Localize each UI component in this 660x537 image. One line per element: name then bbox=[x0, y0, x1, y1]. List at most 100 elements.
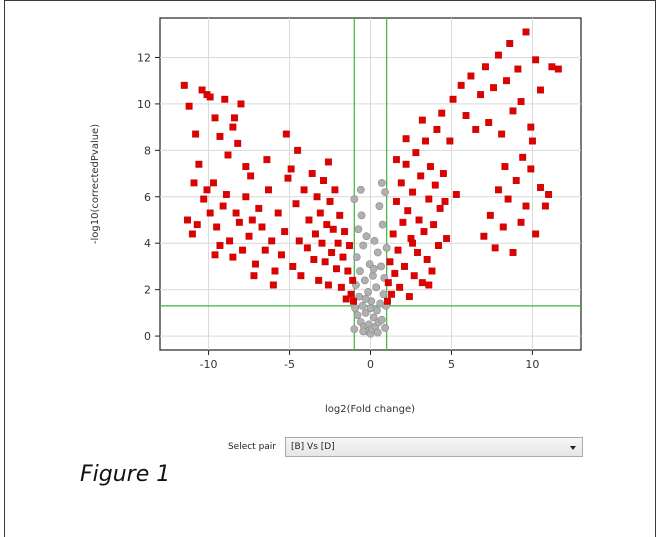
significant-point bbox=[193, 221, 201, 229]
significant-point bbox=[392, 197, 400, 205]
significant-point bbox=[213, 223, 221, 231]
significant-point bbox=[250, 272, 258, 280]
y-axis-label: -log10(correctedPvalue) bbox=[90, 124, 101, 244]
significant-point bbox=[274, 209, 282, 217]
x-tick-label: 10 bbox=[525, 358, 539, 371]
significant-point bbox=[537, 86, 544, 94]
significant-point bbox=[554, 65, 562, 73]
significant-point bbox=[409, 188, 417, 196]
nonsignificant-point bbox=[372, 283, 381, 292]
significant-point bbox=[195, 160, 203, 168]
significant-point bbox=[315, 276, 323, 284]
significant-point bbox=[346, 242, 353, 249]
significant-point bbox=[409, 239, 417, 247]
significant-point bbox=[289, 262, 297, 270]
significant-point bbox=[467, 72, 475, 80]
significant-point bbox=[323, 221, 331, 229]
significant-point bbox=[402, 160, 410, 168]
significant-point bbox=[501, 163, 509, 171]
nonsignificant-point bbox=[373, 328, 382, 337]
pair-select-dropdown[interactable]: [B] Vs [D] bbox=[285, 437, 583, 457]
significant-point bbox=[287, 165, 295, 173]
significant-point bbox=[318, 239, 326, 247]
significant-point bbox=[537, 184, 544, 191]
significant-point bbox=[281, 228, 289, 236]
significant-point bbox=[350, 297, 357, 305]
significant-point bbox=[265, 186, 272, 194]
significant-point bbox=[388, 290, 395, 298]
significant-point bbox=[295, 237, 303, 245]
significant-point bbox=[491, 244, 499, 252]
y-tick-label: 10 bbox=[137, 98, 151, 111]
significant-point bbox=[386, 258, 394, 266]
significant-point bbox=[494, 186, 502, 194]
significant-point bbox=[341, 228, 349, 236]
significant-point bbox=[268, 237, 276, 245]
significant-point bbox=[401, 262, 408, 270]
significant-point bbox=[439, 170, 447, 178]
significant-point bbox=[333, 265, 340, 273]
significant-point bbox=[297, 272, 305, 280]
nonsignificant-point bbox=[354, 225, 363, 234]
significant-point bbox=[514, 65, 522, 73]
nonsignificant-point bbox=[356, 185, 365, 194]
nonsignificant-point bbox=[377, 262, 385, 271]
nonsignificant-point bbox=[381, 324, 389, 332]
significant-point bbox=[498, 130, 506, 138]
chevron-down-icon bbox=[570, 446, 576, 450]
significant-point bbox=[422, 137, 430, 145]
nonsignificant-point bbox=[375, 202, 384, 210]
significant-point bbox=[324, 158, 332, 166]
significant-point bbox=[418, 279, 426, 287]
significant-point bbox=[412, 149, 420, 157]
significant-point bbox=[344, 267, 352, 275]
significant-point bbox=[226, 237, 234, 245]
significant-point bbox=[435, 242, 442, 249]
significant-point bbox=[190, 179, 198, 187]
significant-point bbox=[425, 195, 433, 203]
significant-point bbox=[431, 181, 439, 189]
significant-point bbox=[410, 272, 418, 280]
significant-point bbox=[485, 119, 493, 126]
significant-point bbox=[519, 153, 527, 161]
significant-point bbox=[248, 216, 256, 224]
x-tick-label: 0 bbox=[367, 358, 374, 371]
significant-point bbox=[331, 186, 339, 194]
nonsignificant-point bbox=[362, 232, 371, 241]
nonsignificant-point bbox=[378, 220, 387, 229]
significant-point bbox=[231, 114, 238, 122]
significant-point bbox=[438, 109, 446, 117]
significant-point bbox=[224, 151, 232, 159]
significant-point bbox=[486, 211, 494, 219]
significant-point bbox=[342, 295, 350, 303]
nonsignificant-point bbox=[358, 301, 367, 310]
significant-point bbox=[245, 232, 253, 240]
significant-point bbox=[247, 172, 255, 180]
nonsignificant-point bbox=[381, 188, 389, 197]
significant-point bbox=[428, 267, 436, 275]
significant-point bbox=[443, 235, 451, 243]
significant-point bbox=[284, 174, 292, 182]
nonsignificant-point bbox=[350, 325, 359, 334]
significant-point bbox=[300, 186, 308, 194]
significant-point bbox=[396, 283, 404, 291]
significant-point bbox=[522, 202, 530, 210]
nonsignificant-point bbox=[357, 211, 366, 220]
significant-point bbox=[282, 130, 290, 138]
significant-point bbox=[222, 190, 230, 198]
significant-point bbox=[522, 28, 530, 36]
significant-point bbox=[418, 116, 426, 124]
nonsignificant-point bbox=[382, 243, 391, 252]
significant-point bbox=[258, 223, 266, 231]
significant-point bbox=[545, 190, 553, 198]
significant-point bbox=[477, 91, 485, 99]
significant-point bbox=[527, 165, 535, 173]
significant-point bbox=[209, 179, 217, 187]
significant-point bbox=[532, 230, 540, 238]
significant-point bbox=[509, 249, 517, 256]
significant-point bbox=[394, 246, 402, 254]
significant-point bbox=[310, 256, 318, 263]
nonsignificant-point bbox=[361, 295, 370, 303]
nonsignificant-point bbox=[370, 236, 379, 245]
significant-point bbox=[420, 228, 428, 236]
